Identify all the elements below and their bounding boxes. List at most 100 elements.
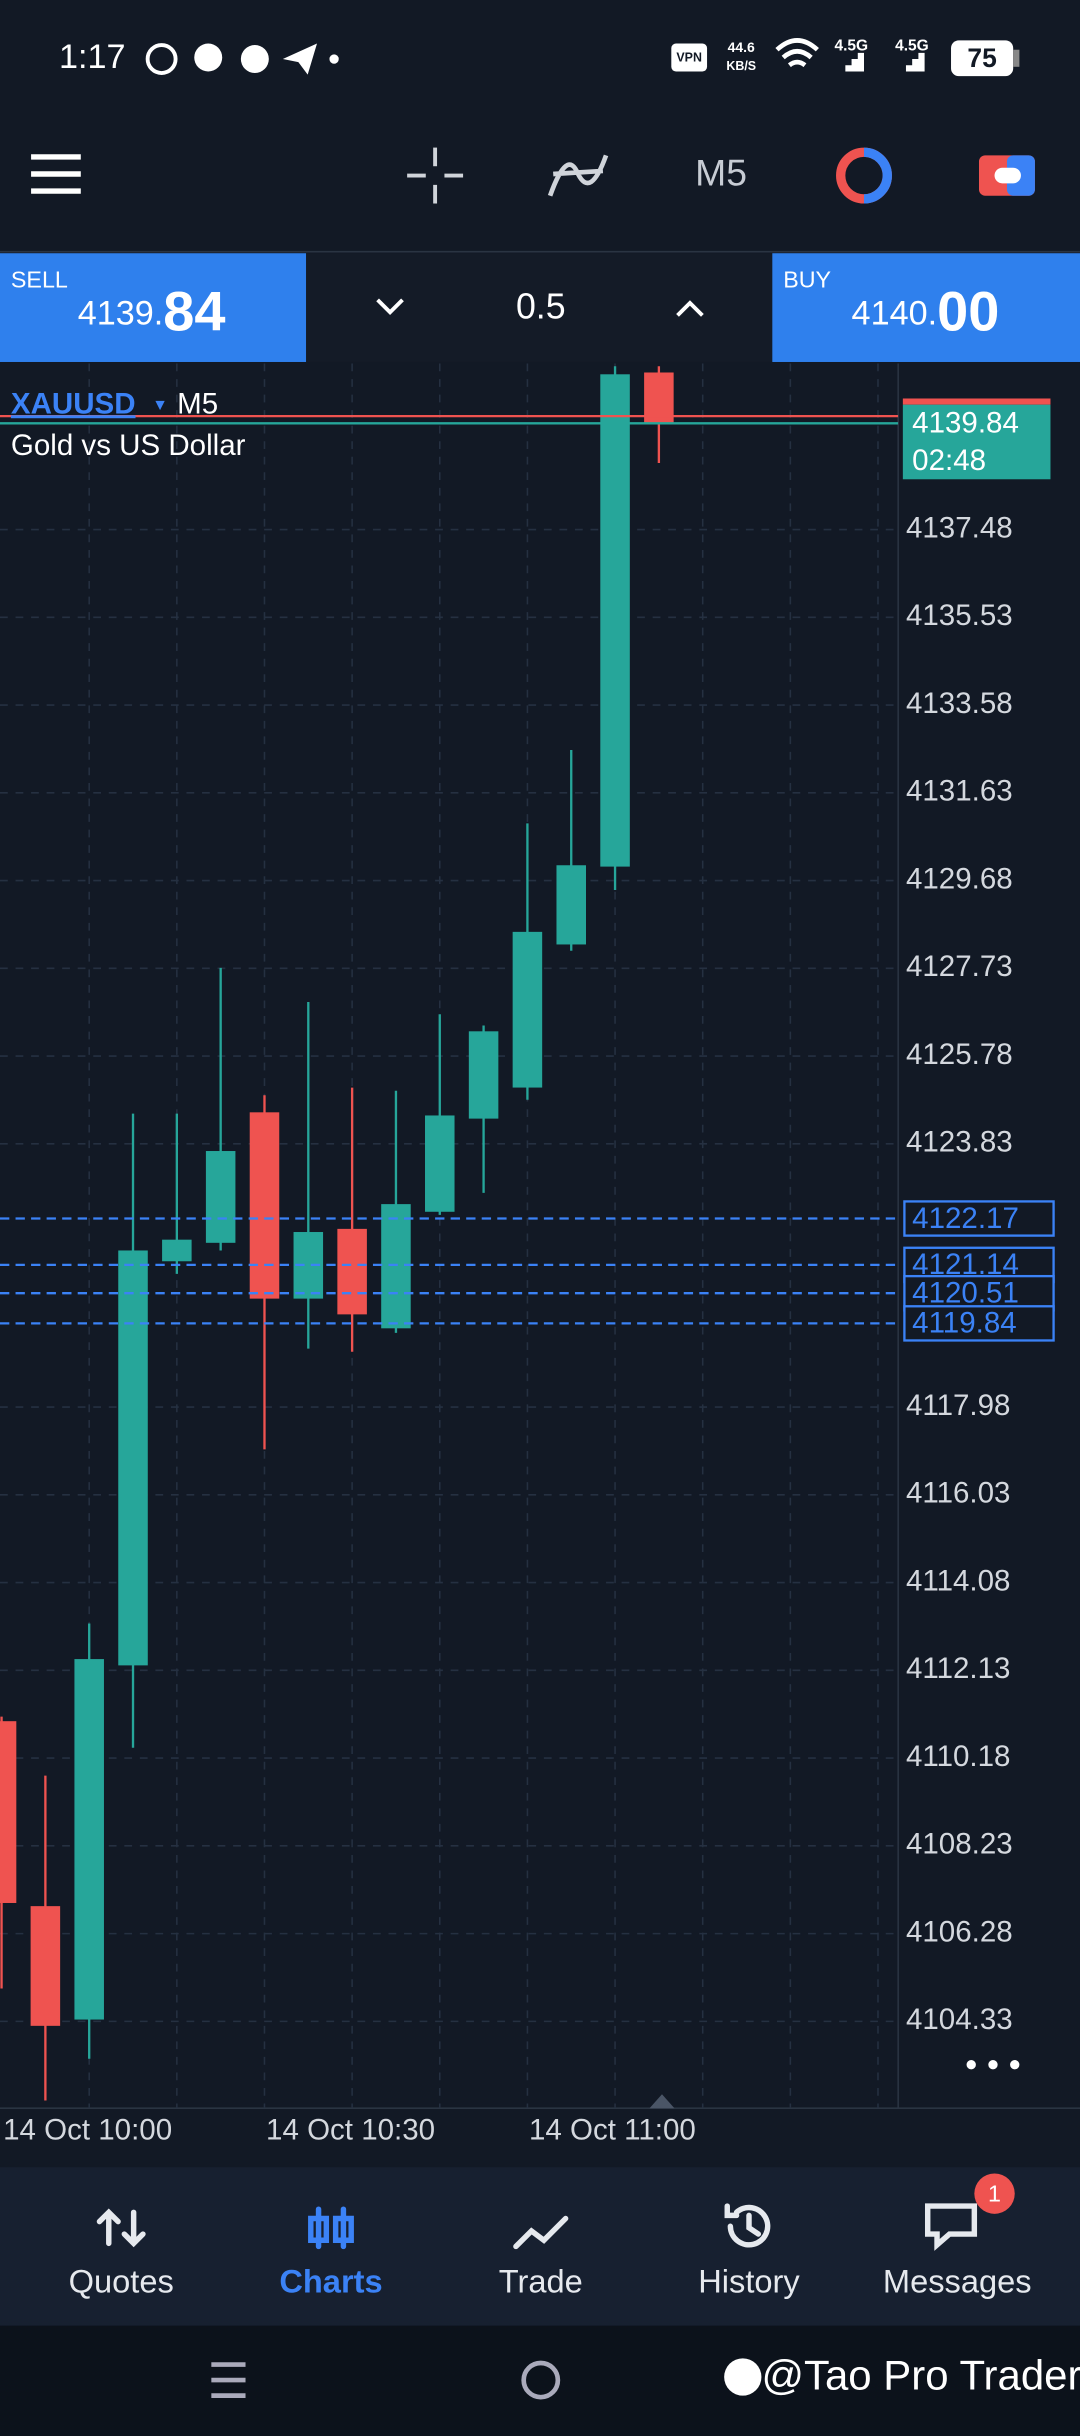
- y-tick-label: 4104.33: [906, 2003, 1013, 2036]
- sell-price-big: 84: [163, 279, 225, 342]
- y-tick-label: 4112.13: [906, 1652, 1011, 1685]
- bid-label-box: [902, 404, 1051, 480]
- y-tick-label: 4127.73: [906, 950, 1013, 983]
- y-tick-label: 4129.68: [906, 862, 1013, 895]
- nav-item[interactable]: Quotes: [69, 2208, 174, 2299]
- sell-price-main: 4139.: [78, 294, 164, 332]
- network-speed: 44.6: [728, 39, 755, 55]
- position-label-box: [903, 1200, 1055, 1237]
- candle-body: [205, 1151, 236, 1243]
- more-button[interactable]: [966, 2060, 1020, 2070]
- bar-countdown: 02:48: [912, 444, 986, 477]
- network-speed-unit: KB/S: [726, 59, 756, 73]
- nav-icon: [724, 2203, 771, 2248]
- nav-label: Quotes: [69, 2262, 174, 2299]
- volume-up[interactable]: [676, 300, 704, 317]
- position-label: 4122.17: [912, 1202, 1019, 1235]
- volume-down[interactable]: [376, 298, 404, 316]
- trade-button[interactable]: [978, 155, 1035, 196]
- y-tick-label: 4123.83: [906, 1126, 1013, 1159]
- sell-button[interactable]: [0, 253, 307, 362]
- nav-label: Charts: [279, 2262, 382, 2299]
- candle-body: [468, 1031, 499, 1119]
- position-label: 4119.84: [912, 1307, 1017, 1340]
- position-label: 4120.51: [912, 1277, 1019, 1310]
- candle-body: [381, 1204, 411, 1329]
- position-label-box: [903, 1305, 1055, 1342]
- sell-price: 4139.84: [78, 279, 226, 342]
- badge-count: 1: [988, 2180, 1001, 2206]
- nav-bar: [0, 2167, 1080, 2326]
- battery: [951, 40, 1014, 77]
- y-tick-label: 4106.28: [906, 1915, 1013, 1948]
- nav-item[interactable]: Trade: [499, 2215, 583, 2300]
- nav-item[interactable]: Messages: [883, 2203, 1032, 2299]
- nav-item[interactable]: Charts: [279, 2206, 383, 2299]
- candle-body: [118, 1250, 148, 1666]
- plot-area: [0, 363, 899, 2109]
- recents-button[interactable]: [211, 2362, 246, 2398]
- signal-label: 4.5G: [834, 38, 868, 55]
- position-label-box: [903, 1274, 1055, 1312]
- candle-body: [337, 1228, 367, 1315]
- signal-label: 4.5G: [895, 38, 929, 55]
- symbol-description: Gold vs US Dollar: [11, 429, 246, 462]
- nav-label: Trade: [499, 2262, 583, 2299]
- candle-body: [425, 1115, 455, 1212]
- facebook-icon: [724, 2358, 762, 2396]
- nav-item[interactable]: History: [698, 2203, 800, 2299]
- bid-label: 4139.84: [912, 407, 1019, 440]
- x-tick-label: 14 Oct 10:30: [266, 2113, 435, 2146]
- battery-tip: [1013, 49, 1020, 67]
- symbol-dropdown: [155, 400, 165, 411]
- clock: 1:17: [59, 38, 126, 76]
- y-tick-label: 4137.48: [906, 511, 1013, 544]
- symbol[interactable]: XAUUSD: [11, 387, 136, 420]
- watermark: @Tao Pro Trader: [761, 2352, 1080, 2399]
- badge: [974, 2173, 1015, 2214]
- candle-body: [30, 1906, 61, 2026]
- candle-body: [556, 865, 586, 945]
- menu-button[interactable]: [31, 154, 81, 194]
- y-tick-label: 4125.78: [906, 1038, 1013, 1071]
- y-tick-label: 4116.03: [906, 1477, 1011, 1510]
- indicators-button[interactable]: [547, 154, 609, 197]
- y-tick-label: 4110.18: [906, 1740, 1011, 1773]
- buy-price-big: 00: [937, 279, 999, 342]
- nav-icon: [96, 2208, 146, 2248]
- objects-button[interactable]: [836, 147, 892, 204]
- candle-body: [644, 372, 674, 424]
- candle-body: [0, 1721, 17, 1903]
- home-button[interactable]: [521, 2360, 561, 2400]
- crosshair-button[interactable]: [407, 147, 464, 204]
- buy-price: 4140.00: [852, 279, 1000, 342]
- x-tick-label: 14 Oct 11:00: [529, 2113, 696, 2146]
- nav-icon: [924, 2203, 978, 2251]
- notification-icons: [145, 43, 339, 75]
- volume[interactable]: 0.5: [516, 287, 566, 327]
- y-tick-label: 4114.08: [906, 1564, 1011, 1597]
- candle-body: [249, 1112, 280, 1299]
- nav-label: History: [698, 2262, 800, 2299]
- nav-items: Quotes Charts Trade History Messages: [69, 2203, 1032, 2300]
- vpn-label: VPN: [676, 51, 702, 65]
- y-tick-label: 4131.63: [906, 775, 1013, 808]
- buy-button[interactable]: [772, 253, 1080, 362]
- wifi-icon: [775, 38, 819, 68]
- y-tick-label: 4117.98: [906, 1389, 1011, 1422]
- scroll-marker: [649, 2094, 675, 2109]
- nav-icon: [513, 2215, 569, 2250]
- y-tick-label: 4108.23: [906, 1828, 1013, 1861]
- y-tick-label: 4135.53: [906, 599, 1013, 632]
- ask-marker: [902, 398, 1051, 405]
- buy-price-main: 4140.: [852, 294, 938, 332]
- nav-icon: [308, 2206, 354, 2250]
- battery-level: 75: [967, 43, 996, 73]
- candle-body: [512, 931, 543, 1088]
- signal-icon: [839, 52, 864, 72]
- buy-label: BUY: [783, 266, 831, 292]
- sell-label: SELL: [11, 266, 68, 292]
- timeframe-button[interactable]: M5: [695, 151, 747, 193]
